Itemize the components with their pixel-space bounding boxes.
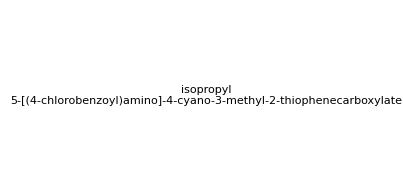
- Text: isopropyl 5-[(4-chlorobenzoyl)amino]-4-cyano-3-methyl-2-thiophenecarboxylate: isopropyl 5-[(4-chlorobenzoyl)amino]-4-c…: [10, 85, 403, 106]
